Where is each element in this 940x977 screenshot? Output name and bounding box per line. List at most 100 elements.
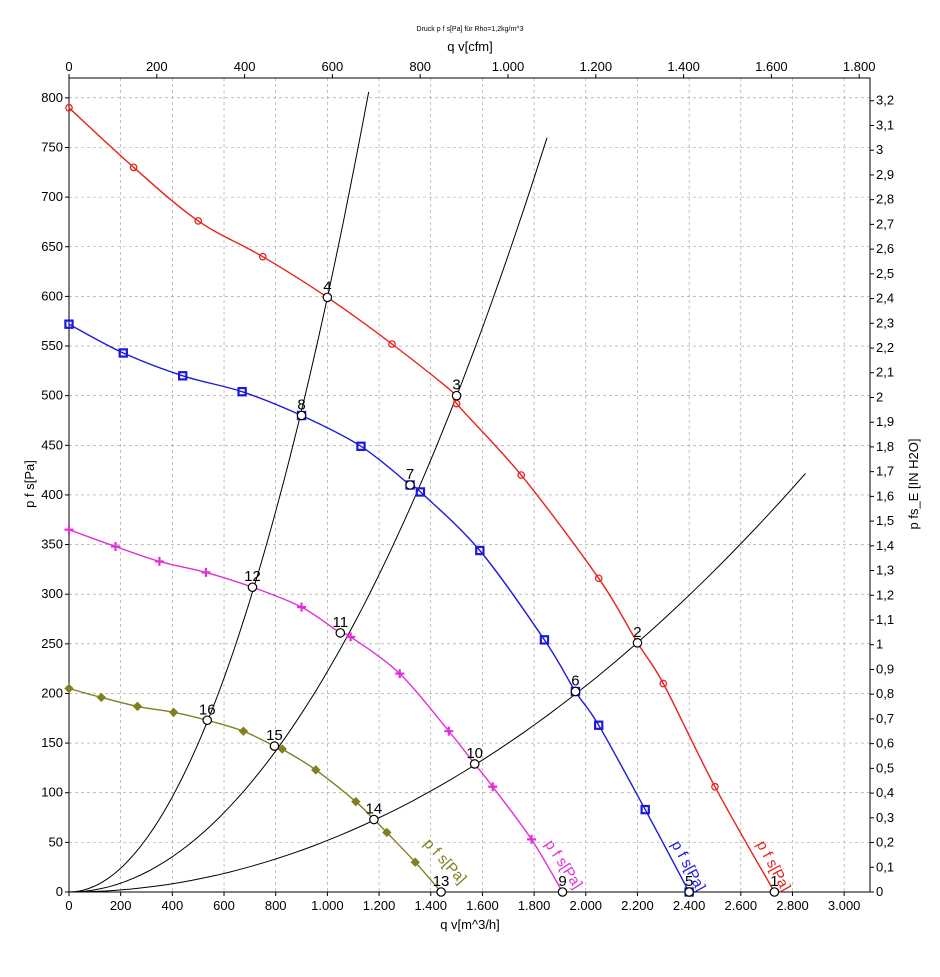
data-point-marker	[444, 726, 454, 736]
data-point-marker	[593, 720, 604, 730]
operating-point-label: 10	[466, 745, 483, 762]
operating-point-marker	[469, 759, 480, 769]
x2-tick-label: 1.000	[492, 59, 525, 74]
operating-point-marker	[557, 887, 568, 897]
y2-tick-label: 1,3	[876, 563, 894, 578]
data-point-marker	[168, 707, 179, 718]
data-point-marker	[129, 163, 138, 172]
y-tick-label: 50	[49, 834, 63, 849]
data-point-marker	[111, 542, 121, 552]
y2-tick-label: 0	[876, 884, 883, 899]
data-point-marker	[488, 782, 498, 792]
data-point-marker	[640, 804, 650, 815]
data-point-marker	[64, 319, 74, 329]
tick-labels: 0 200 400 600 800 1.000 1.200 1.400 1.600 1.800 2.…	[41, 59, 894, 913]
y2-tick-label: 3	[876, 142, 883, 157]
x-tick-label: 1.800	[518, 898, 551, 913]
y2-tick-label: 1,5	[876, 513, 894, 528]
system-curve-3	[68, 473, 806, 893]
operating-point-label: 11	[333, 614, 349, 631]
operating-point-marker	[202, 715, 213, 726]
fan-curve-line	[68, 529, 564, 893]
operating-point-label: 3	[452, 377, 460, 394]
x-tick-label: 1.400	[414, 898, 447, 913]
x2-axis-label: q v[cfm]	[447, 39, 493, 54]
y2-tick-label: 0,2	[876, 835, 894, 850]
x-tick-label: 2.200	[621, 898, 654, 913]
data-point-marker	[238, 726, 249, 736]
y2-tick-label: 0,8	[876, 686, 894, 701]
y2-tick-label: 2,8	[876, 192, 894, 207]
y-tick-label: 750	[41, 139, 63, 154]
operating-point-label: 7	[406, 466, 414, 483]
data-point-marker	[415, 487, 426, 497]
data-point-marker	[177, 371, 188, 381]
operating-point-marker	[247, 582, 258, 593]
x-tick-label: 2.800	[776, 898, 809, 913]
data-point-marker	[356, 441, 366, 451]
operating-point-label: 2	[633, 624, 641, 641]
y2-tick-label: 2,1	[876, 365, 894, 380]
data-point-marker	[154, 556, 164, 566]
data-point-marker	[711, 782, 719, 791]
data-point-marker	[395, 669, 405, 679]
y-tick-label: 500	[41, 388, 63, 403]
data-point-marker	[64, 683, 74, 694]
y2-tick-label: 0,3	[876, 810, 894, 825]
operating-point-label: 12	[244, 568, 261, 585]
x-tick-label: 2.600	[725, 898, 758, 913]
y-tick-label: 0	[56, 884, 63, 899]
operating-point-marker	[269, 741, 280, 751]
y-axis-label: p f s[Pa]	[22, 460, 37, 508]
data-point-marker	[297, 602, 307, 612]
operating-point-label: 8	[297, 397, 305, 414]
y-tick-label: 300	[41, 586, 63, 601]
system-curve-1	[68, 91, 370, 893]
data-point-marker	[277, 744, 287, 754]
operating-point-label: 4	[323, 278, 331, 295]
operating-point-marker	[296, 410, 307, 421]
data-point-marker	[346, 632, 356, 642]
y-tick-label: 600	[41, 288, 63, 303]
operating-point-marker	[322, 292, 333, 303]
y2-tick-label: 2,5	[876, 266, 894, 281]
data-point-marker	[132, 701, 143, 712]
fan-curve-line	[68, 323, 690, 893]
y-tick-label: 700	[41, 189, 63, 204]
y-tick-label: 150	[41, 735, 63, 750]
fan-curve-line	[68, 107, 776, 893]
x2-tick-label: 1.600	[755, 59, 788, 74]
y-tick-label: 100	[41, 785, 63, 800]
x-tick-label: 200	[110, 898, 132, 913]
fan-curves: p f s[Pa]p f s[Pa]p f s[Pa]p f s[Pa]	[64, 103, 794, 897]
y-tick-label: 250	[41, 636, 63, 651]
y-tick-label: 550	[41, 338, 63, 353]
data-point-marker	[475, 545, 485, 556]
system-curves	[68, 91, 806, 893]
operating-point-label: 6	[571, 672, 579, 689]
axes	[65, 74, 874, 896]
y-tick-label: 650	[41, 239, 63, 254]
operating-point-marker	[632, 638, 643, 648]
y2-tick-label: 2,7	[876, 216, 894, 231]
data-point-marker	[201, 567, 211, 577]
operating-point-marker	[369, 814, 379, 825]
y-tick-label: 400	[41, 487, 63, 502]
y2-tick-label: 2,3	[876, 315, 894, 330]
y2-tick-label: 0,6	[876, 736, 894, 751]
data-point-marker	[517, 471, 526, 479]
x2-tick-label: 600	[322, 59, 344, 74]
x2-tick-label: 800	[409, 59, 431, 74]
x2-tick-label: 1.200	[580, 59, 613, 74]
y2-tick-label: 1	[876, 637, 883, 652]
operating-point-label: 16	[199, 701, 216, 718]
system-curve-2	[68, 137, 548, 893]
x-tick-label: 600	[213, 898, 235, 913]
y2-tick-label: 2,4	[876, 291, 894, 306]
x-tick-label: 0	[65, 898, 72, 913]
y2-tick-label: 1,1	[876, 612, 894, 627]
x-tick-label: 1.000	[311, 898, 344, 913]
y-tick-label: 200	[41, 685, 63, 700]
fan-curve-4: p f s[Pa]	[64, 683, 470, 897]
